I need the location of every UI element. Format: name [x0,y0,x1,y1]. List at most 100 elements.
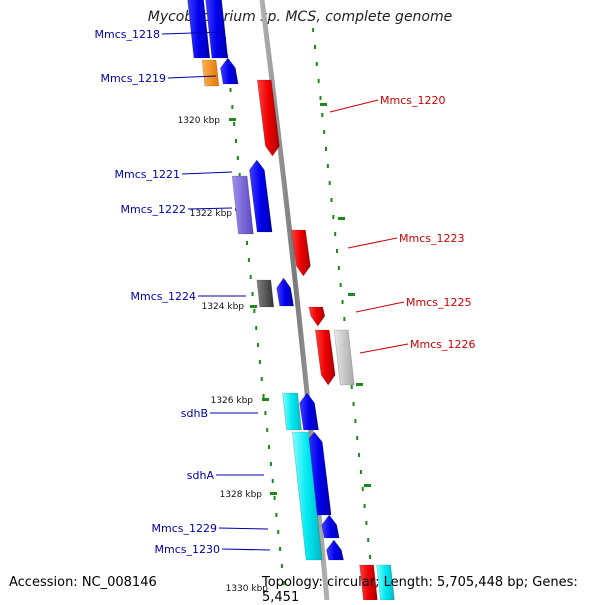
tick-dot [250,275,252,279]
tick-dot [332,215,334,219]
leader-line [360,344,408,353]
tick-dot [235,139,237,143]
tick-dot [320,96,322,100]
gene-label: Mmcs_1230 [155,543,220,556]
tick-dot [261,377,263,381]
gene-mmcs-1219-part [202,60,219,86]
major-tick [356,383,363,386]
genome-summary: Topology: circular; Length: 5,705,448 bp… [262,575,600,605]
gene-mmcs-1220 [257,80,279,156]
tick-dot [329,181,331,185]
gene-mmcs-1229 [322,515,339,538]
leader-line [182,172,232,174]
gene-label: Mmcs_1229 [152,522,217,535]
tick-dot [365,521,367,525]
tick-dot [358,453,360,457]
scale-label: 1324 kbp [202,302,245,312]
leader-line [348,238,397,248]
gene-mmcs-1221 [249,160,272,232]
tick-dot [259,360,261,364]
gene-mmcs-1226 [315,330,335,385]
tick-dot [354,419,356,423]
tick-dot [231,105,233,109]
tick-dot [338,266,340,270]
tick-dot [331,198,333,202]
tick-dot [340,283,342,287]
tick-dot [367,538,369,542]
gene-mmcs-1230 [326,540,343,560]
tick-dot [323,130,325,134]
tick-dot [318,79,320,83]
gene-sdhb-part [283,393,302,430]
gene-label: Mmcs_1221 [115,168,180,181]
tick-dot [248,258,250,262]
gene-label: Mmcs_1219 [101,72,166,85]
scale-label: 1320 kbp [178,116,221,126]
gene-label: sdhB [181,407,208,420]
scale-label: 1322 kbp [190,209,233,219]
tick-dot [230,88,232,92]
tick-dot [281,564,283,568]
tick-dot [334,232,336,236]
tick-dot [356,436,358,440]
tick-dot [342,300,344,304]
major-tick [320,103,327,106]
gene-mmcs-1226-part [334,330,354,385]
tick-dot [277,530,279,534]
gene-sdhb [300,393,319,430]
tick-dot [351,385,353,389]
scale-label: 1326 kbp [211,396,254,406]
major-tick [270,492,277,495]
gene-mmcs-1224 [277,278,294,306]
tick-dot [270,462,272,466]
gene-label: Mmcs_1218 [95,28,160,41]
tick-dot [353,402,355,406]
gene-label: Mmcs_1226 [410,338,475,351]
tick-dot [274,496,276,500]
major-tick [250,305,257,308]
tick-dot [314,45,316,49]
tick-dot [279,547,281,551]
major-tick [348,293,355,296]
major-tick [229,118,236,121]
tick-dot [362,487,364,491]
tick-dot [255,326,257,330]
tick-dot [237,156,239,160]
leader-line [222,549,270,550]
gene-label: Mmcs_1225 [406,296,471,309]
tick-dot [343,317,345,321]
tick-dot [321,113,323,117]
gene-label: Mmcs_1222 [121,203,186,216]
tick-dot [268,445,270,449]
tick-dot [252,292,254,296]
gene-label: Mmcs_1220 [380,94,445,107]
leader-line [219,528,268,529]
accession-text: Accession: NC_008146 [9,575,157,590]
gene-mmcs-1225 [309,307,325,326]
tick-dot [266,428,268,432]
major-tick [364,484,371,487]
major-tick [262,398,269,401]
gene-label: Mmcs_1224 [131,290,196,303]
tick-dot [264,411,266,415]
tick-dot [257,343,259,347]
tick-dot [364,504,366,508]
tick-dot [272,479,274,483]
tick-dot [325,147,327,151]
gene-mmcs-1224-part [257,280,274,307]
major-tick [338,217,345,220]
tick-dot [263,394,265,398]
gene-label: sdhA [187,469,215,482]
gene-features [188,0,395,600]
scale-label: 1328 kbp [220,490,263,500]
genome-map: Mmcs_1218 Mmcs_1219 Mmcs_1220 Mmcs_1221 Mmcs… [0,0,600,600]
gene-mmcs-1222 [232,176,253,234]
tick-dot [275,513,277,517]
tick-dot [246,241,248,245]
tick-dot [316,62,318,66]
leader-line [330,100,378,112]
tick-dot [233,122,235,126]
gene-mmcs-1219 [220,58,238,84]
tick-dot [360,470,362,474]
tick-dot [253,309,255,313]
